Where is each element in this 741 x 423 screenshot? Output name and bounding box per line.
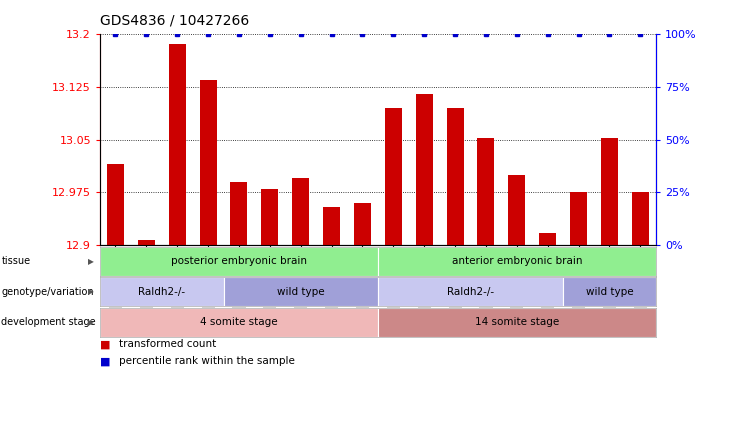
Text: percentile rank within the sample: percentile rank within the sample [119, 356, 294, 366]
Bar [107, 164, 124, 245]
Text: genotype/variation: genotype/variation [1, 287, 94, 297]
Text: ▶: ▶ [88, 318, 94, 327]
Bar [508, 175, 525, 245]
Text: development stage: development stage [1, 317, 96, 327]
Bar [447, 108, 464, 245]
Text: ■: ■ [100, 356, 110, 366]
Text: wild type: wild type [277, 287, 325, 297]
Text: tissue: tissue [1, 256, 30, 266]
Bar [477, 138, 494, 245]
Bar [199, 80, 216, 245]
Bar [539, 233, 556, 245]
Text: wild type: wild type [585, 287, 634, 297]
Bar [570, 192, 587, 245]
Text: posterior embryonic brain: posterior embryonic brain [171, 256, 307, 266]
Text: ■: ■ [100, 339, 110, 349]
Bar [262, 189, 279, 245]
Text: 4 somite stage: 4 somite stage [200, 317, 278, 327]
Text: Raldh2-/-: Raldh2-/- [139, 287, 185, 297]
Bar [601, 138, 618, 245]
Text: GDS4836 / 10427266: GDS4836 / 10427266 [100, 13, 249, 27]
Text: anterior embryonic brain: anterior embryonic brain [451, 256, 582, 266]
Bar [169, 44, 186, 245]
Bar [416, 94, 433, 245]
Text: transformed count: transformed count [119, 339, 216, 349]
Bar [292, 179, 309, 245]
Bar [385, 108, 402, 245]
Bar [230, 182, 247, 245]
Bar [632, 192, 649, 245]
Text: ▶: ▶ [88, 287, 94, 297]
Bar [354, 203, 371, 245]
Text: ▶: ▶ [88, 257, 94, 266]
Text: Raldh2-/-: Raldh2-/- [447, 287, 494, 297]
Bar [138, 240, 155, 245]
Text: 14 somite stage: 14 somite stage [475, 317, 559, 327]
Bar [323, 206, 340, 245]
